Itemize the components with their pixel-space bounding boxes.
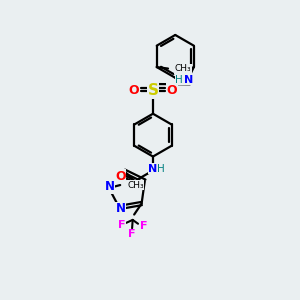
Text: N: N: [116, 202, 125, 215]
Text: F: F: [128, 229, 136, 239]
Text: O: O: [167, 84, 177, 97]
Text: O: O: [115, 170, 126, 183]
Text: H: H: [175, 75, 183, 85]
Text: O: O: [129, 84, 139, 97]
Text: CH₃: CH₃: [175, 64, 191, 73]
Text: N: N: [184, 75, 193, 85]
Text: S: S: [148, 83, 158, 98]
Text: H: H: [158, 164, 165, 174]
Text: CH₃: CH₃: [127, 181, 144, 190]
Text: F: F: [140, 221, 148, 231]
Text: F: F: [118, 220, 125, 230]
Text: N: N: [105, 180, 115, 193]
Text: N: N: [148, 164, 158, 174]
